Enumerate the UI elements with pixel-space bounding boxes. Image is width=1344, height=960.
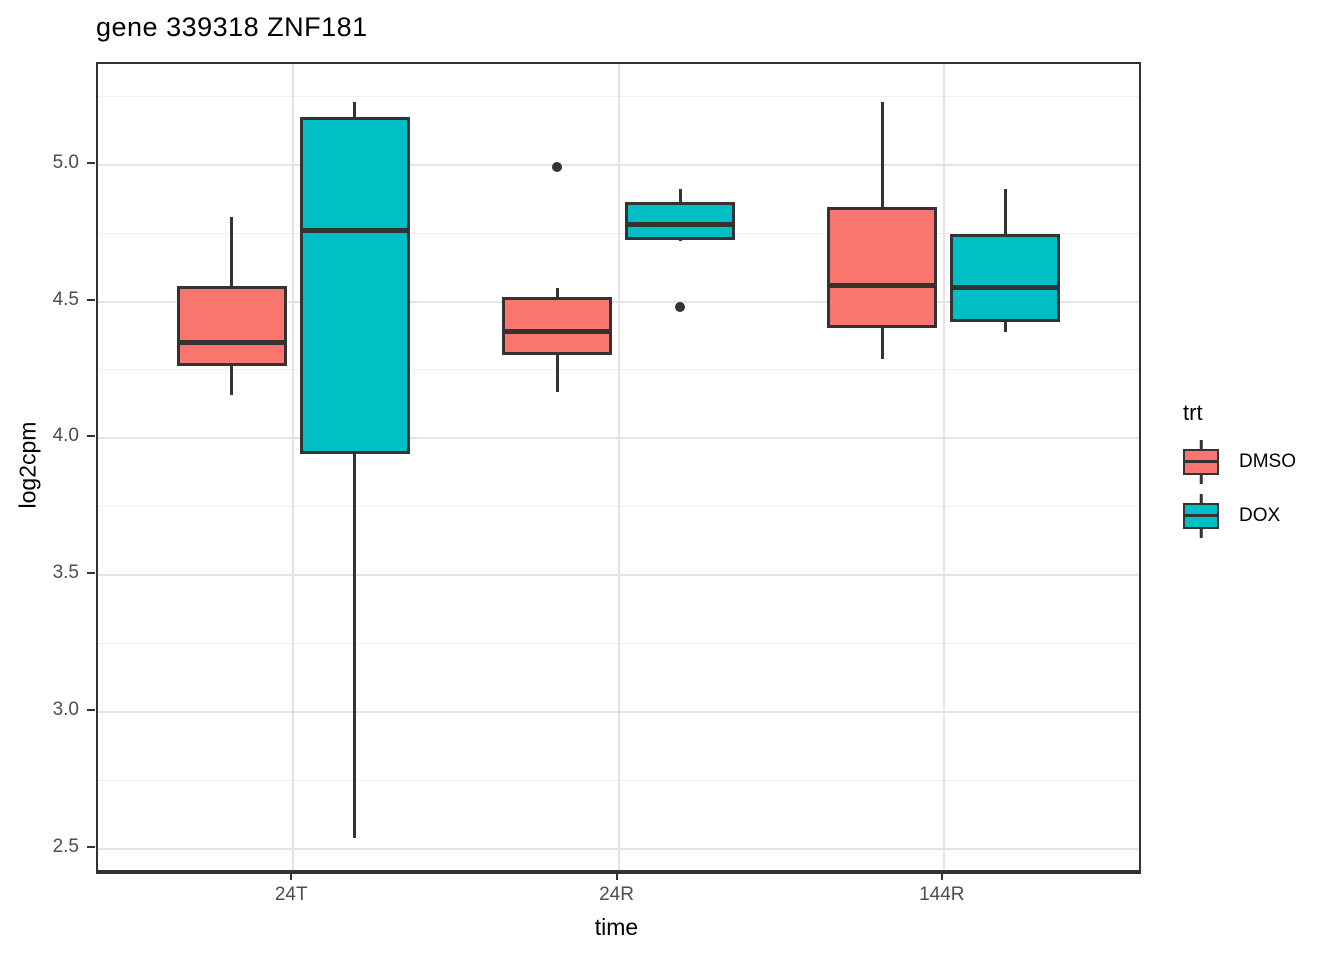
gridline-vertical [942,64,945,870]
boxplot-box-DOX-24T [299,116,410,454]
legend-item-dmso: DMSO [1183,440,1296,484]
y-tick-mark [87,709,95,712]
boxplot-box-DOX-24R [625,201,735,241]
y-tick-mark [87,298,95,301]
gridline-vertical [292,64,295,870]
boxplot-key-icon [1183,440,1219,484]
boxplot-key-icon [1183,494,1219,538]
y-tick-label: 2.5 [52,835,79,857]
y-tick-mark [87,845,95,848]
y-tick-label: 4.0 [52,425,79,447]
x-tick-mark [290,872,293,880]
x-tick-label: 24R [599,884,634,905]
y-tick-mark [87,572,95,575]
median-DOX-24T [299,227,410,233]
median-DOX-144R [950,285,1061,291]
boxplot-box-DMSO-144R [827,207,938,328]
legend-item-dox: DOX [1183,494,1296,538]
plot-panel [96,62,1141,874]
boxplot-box-DMSO-24R [502,297,612,356]
x-tick-label: 144R [919,884,965,905]
whisker-DOX-24T [353,101,357,838]
y-tick-label: 5.0 [52,151,79,173]
boxplot-box-DMSO-24T [176,286,287,366]
legend-label-dmso: DMSO [1239,451,1296,472]
y-tick-label: 3.0 [52,699,79,721]
median-DMSO-24T [176,340,287,346]
key-median [1183,514,1219,517]
y-tick-mark [87,161,95,164]
y-axis-title: log2cpm [14,421,41,509]
median-DMSO-24R [502,329,612,335]
median-DMSO-144R [827,282,938,288]
x-tick-label: 24T [274,884,308,905]
plot-title: gene 339318 ZNF181 [96,12,368,42]
y-tick-label: 3.5 [52,562,79,584]
legend-title: trt [1183,400,1203,425]
y-tick-mark [87,435,95,438]
legend-label-dox: DOX [1239,505,1281,526]
x-axis-title: time [594,914,639,940]
boxplot-box-DOX-144R [950,234,1061,323]
key-median [1183,460,1219,463]
legend: trt DMSO DOX [1183,400,1296,548]
outlier-point-DMSO-24R [552,162,562,173]
outlier-point-DOX-24R [675,302,685,313]
median-DOX-24R [625,222,735,228]
x-tick-mark [940,872,943,880]
x-tick-mark [615,872,618,880]
y-tick-label: 4.5 [52,288,79,310]
gridline-vertical [617,64,620,870]
